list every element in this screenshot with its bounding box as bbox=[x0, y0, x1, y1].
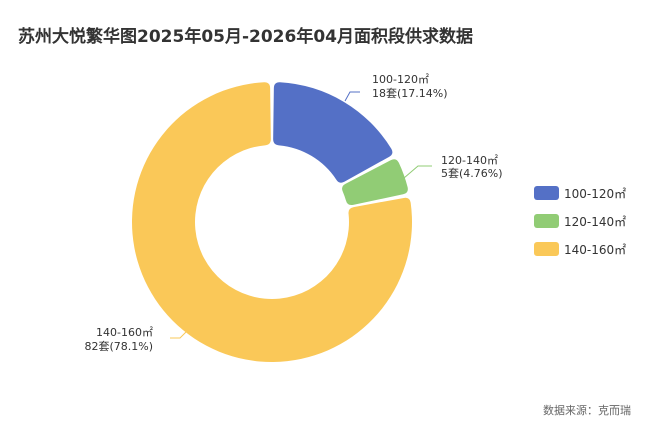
donut-slice-120-140[interactable] bbox=[342, 159, 408, 206]
legend-swatch bbox=[534, 242, 559, 256]
legend-label: 120-140㎡ bbox=[564, 214, 627, 229]
legend-swatch bbox=[534, 186, 559, 200]
legend-swatch bbox=[534, 214, 559, 228]
slice-label-value: 82套(78.1%) bbox=[84, 340, 153, 353]
label-leader-line bbox=[170, 329, 189, 339]
legend-item-100-120[interactable]: 100-120㎡ bbox=[534, 186, 627, 201]
slice-label-value: 5套(4.76%) bbox=[441, 167, 503, 180]
label-leader-line bbox=[403, 165, 432, 179]
donut-slice-140-160[interactable] bbox=[131, 82, 412, 362]
legend: 100-120㎡ 120-140㎡ 140-160㎡ bbox=[534, 186, 626, 270]
slice-label-name: 120-140㎡ bbox=[441, 154, 498, 167]
legend-label: 140-160㎡ bbox=[564, 242, 627, 257]
chart-title: 苏州大悦繁华图2025年05月-2026年04月面积段供求数据 bbox=[18, 27, 473, 47]
slice-label-value: 18套(17.14%) bbox=[372, 87, 448, 100]
legend-item-120-140[interactable]: 120-140㎡ bbox=[534, 214, 627, 229]
donut-slices bbox=[131, 82, 412, 362]
donut-slice-100-120[interactable] bbox=[273, 82, 393, 183]
legend-label: 100-120㎡ bbox=[564, 186, 627, 201]
source-note: 数据来源：克而瑞 bbox=[543, 404, 631, 417]
label-leader-line bbox=[344, 91, 360, 102]
slice-label-name: 100-120㎡ bbox=[372, 73, 429, 86]
legend-item-140-160[interactable]: 140-160㎡ bbox=[534, 242, 627, 257]
slice-label-name: 140-160㎡ bbox=[96, 326, 153, 339]
